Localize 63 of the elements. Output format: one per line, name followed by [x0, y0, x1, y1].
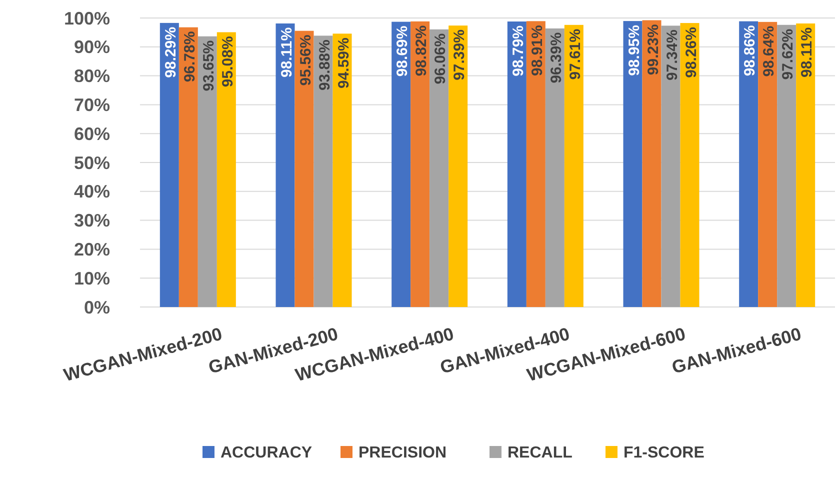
bar — [642, 20, 662, 307]
bar — [448, 26, 468, 307]
data-label: 98.79% — [510, 25, 527, 76]
data-label: 97.34% — [664, 30, 681, 81]
y-tick-label: 60% — [74, 124, 110, 144]
y-tick-label: 90% — [74, 37, 110, 58]
legend-label: F1-SCORE — [624, 444, 705, 462]
bar — [294, 30, 314, 307]
data-label: 95.08% — [219, 36, 236, 88]
bar — [314, 36, 333, 307]
y-tick-label: 80% — [74, 66, 110, 86]
data-label: 98.86% — [742, 25, 759, 76]
y-tick-label: 10% — [74, 268, 110, 288]
y-tick-label: 70% — [74, 95, 110, 115]
bar — [758, 22, 778, 307]
data-label: 98.91% — [528, 25, 546, 76]
bar — [410, 21, 430, 307]
bar — [796, 23, 816, 307]
bar — [661, 26, 680, 307]
data-label: 93.65% — [200, 40, 218, 92]
data-label: 96.39% — [548, 32, 565, 84]
data-label: 96.78% — [181, 31, 198, 82]
legend-label: RECALL — [508, 444, 573, 462]
data-label: 95.56% — [297, 34, 314, 86]
bar — [526, 21, 546, 307]
data-label: 97.61% — [566, 28, 584, 80]
data-label: 98.69% — [394, 26, 412, 77]
y-tick-label: 50% — [74, 152, 110, 173]
data-label: 98.11% — [798, 27, 816, 78]
data-label: 98.26% — [682, 27, 700, 78]
y-tick-label: 40% — [74, 182, 110, 202]
bar — [276, 23, 295, 307]
data-label: 93.88% — [316, 40, 334, 91]
data-label: 96.06% — [432, 33, 450, 84]
y-tick-label: 30% — [74, 210, 110, 231]
bar — [430, 29, 449, 307]
bar — [178, 27, 198, 307]
data-label: 98.11% — [278, 27, 296, 78]
bar — [545, 28, 564, 307]
data-label: 97.62% — [780, 28, 797, 80]
y-tick-label: 20% — [74, 240, 110, 260]
y-tick-label: 0% — [84, 297, 110, 318]
bar — [564, 24, 584, 307]
bar — [198, 36, 217, 307]
bar — [392, 22, 411, 307]
data-label: 98.29% — [162, 26, 180, 78]
bar — [216, 32, 236, 307]
bar — [623, 21, 642, 307]
legend-label: PRECISION — [358, 444, 447, 462]
data-label: 94.59% — [335, 38, 352, 89]
bar — [507, 21, 526, 307]
data-label: 97.39% — [451, 30, 468, 80]
bar — [739, 21, 758, 307]
bar — [332, 34, 352, 307]
data-label: 99.23% — [644, 24, 662, 76]
y-tick-label: 100% — [64, 8, 110, 28]
bar — [160, 22, 179, 307]
legend-label: ACCURACY — [220, 444, 312, 462]
data-label: 98.82% — [413, 25, 430, 76]
bar — [680, 23, 700, 307]
data-label: 98.64% — [760, 26, 778, 77]
data-label: 98.95% — [626, 25, 643, 76]
bar — [777, 24, 796, 307]
